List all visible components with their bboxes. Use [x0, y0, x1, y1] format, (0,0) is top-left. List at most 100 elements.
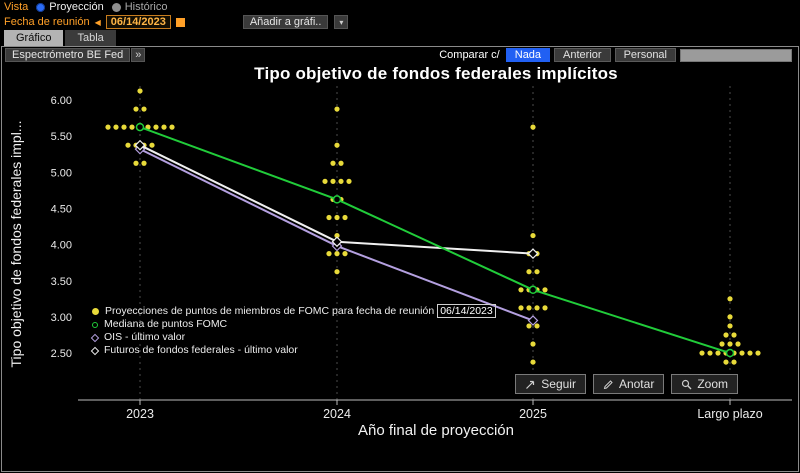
meeting-date-field[interactable]: 06/14/2023: [105, 15, 171, 29]
fomc-dot: [145, 124, 151, 130]
y-tick-label: 4.50: [51, 203, 72, 215]
fomc-dot: [342, 251, 348, 257]
legend-median-label: Mediana de puntos FOMC: [104, 318, 228, 330]
x-tick-label: 2023: [126, 407, 154, 421]
legend-item-ois: OIS - último valor: [90, 331, 496, 344]
fomc-dot: [105, 124, 111, 130]
fomc-dot: [723, 359, 729, 365]
x-axis-label: Año final de proyección: [358, 422, 514, 439]
view-option-historico[interactable]: Histórico: [111, 1, 167, 13]
compare-personal-button[interactable]: Personal: [614, 48, 676, 62]
series-marker: [332, 195, 342, 204]
fomc-dot: [334, 214, 340, 221]
series-marker: [725, 348, 735, 358]
fomc-dot: [719, 341, 725, 347]
chart-title: Tipo objetivo de fondos federales implíc…: [254, 64, 618, 83]
legend-ois-label: OIS - último valor: [104, 331, 186, 343]
fomc-dot-icon: [92, 308, 99, 315]
fomc-dot: [727, 323, 733, 329]
fomc-dot: [727, 341, 733, 347]
track-icon: [526, 380, 535, 389]
fomc-dot: [169, 124, 175, 130]
fomc-dot: [530, 341, 536, 347]
y-tick-label: 6.00: [51, 95, 72, 107]
fomc-dot: [326, 251, 332, 257]
fomc-dot: [133, 160, 139, 166]
legend-date-badge: 06/14/2023: [437, 304, 496, 318]
expand-icon[interactable]: »: [131, 48, 146, 62]
y-tick-label: 2.50: [51, 348, 72, 360]
series-marker: [331, 236, 343, 248]
radio-unselected-icon: [111, 2, 121, 12]
y-tick-label: 3.50: [51, 276, 72, 288]
fomc-dot: [534, 323, 540, 329]
series-marker: [528, 285, 538, 295]
chart-panel: [1, 46, 799, 472]
dot-plot-chart-area[interactable]: 2.50 3.00 3.50 4.00 4.50 5.00 5.50 6.00 2023 2024…: [0, 62, 800, 467]
view-row: Vista Proyección Histórico: [4, 0, 167, 14]
legend-item-dots: Proyecciones de puntos de miembros de FO…: [92, 304, 496, 318]
y-tick-label: 3.00: [51, 312, 72, 324]
view-tabs: Gráfico Tabla: [4, 30, 116, 46]
fomc-dot: [739, 350, 745, 356]
fomc-dot: [526, 269, 532, 275]
vista-label: Vista: [4, 1, 29, 13]
series-marker: [134, 139, 146, 151]
fomc-dot: [113, 124, 119, 130]
fomc-dot: [534, 305, 540, 311]
fomc-dot: [526, 323, 532, 329]
anotar-button[interactable]: Anotar: [592, 374, 665, 394]
pencil-icon: [603, 379, 613, 389]
series-marker: [527, 315, 539, 326]
fomc-dot: [334, 106, 340, 112]
anotar-label: Anotar: [618, 377, 655, 391]
fomc-dot: [755, 350, 761, 356]
fomc-dot: [334, 142, 340, 148]
fomc-dot: [542, 287, 548, 293]
fomc-dot: [338, 160, 344, 166]
legend-dots-prefix: Proyecciones de puntos de miembros de FO…: [105, 305, 435, 317]
calendar-icon[interactable]: [175, 17, 185, 27]
chevron-down-icon[interactable]: ▾: [334, 15, 349, 29]
fomc-dot: [338, 178, 344, 184]
fomc-dot: [149, 142, 155, 148]
fomc-dot: [346, 178, 352, 184]
add-to-chart-button[interactable]: Añadir a gráfi..: [242, 15, 329, 29]
seguir-button[interactable]: Seguir: [515, 374, 586, 394]
fomc-dot: [735, 341, 741, 347]
compare-nada-button[interactable]: Nada: [505, 48, 551, 62]
fecha-label: Fecha de reunión: [4, 16, 90, 28]
fomc-dot: [731, 332, 737, 338]
fomc-dot: [342, 214, 348, 221]
futures-diamond-icon: [90, 346, 100, 355]
fomc-dot: [334, 251, 340, 257]
magnifier-icon: [682, 379, 692, 389]
compare-custom-input[interactable]: [680, 48, 792, 62]
fomc-dot: [141, 106, 147, 112]
tab-grafico[interactable]: Gráfico: [4, 30, 64, 46]
zoom-button[interactable]: Zoom: [671, 374, 738, 394]
source-toolbar: Espectrómetro BE Fed »: [5, 48, 146, 62]
fomc-dot: [334, 269, 340, 275]
legend-futures-label: Futuros de fondos federales - último val…: [104, 344, 298, 356]
legend-dots-text: Proyecciones de puntos de miembros de FO…: [105, 304, 496, 318]
y-tick-label: 5.00: [51, 167, 72, 179]
compare-toolbar: Comparar c/ Nada Anterior Personal: [439, 48, 792, 62]
fomc-dot: [707, 350, 713, 356]
fomc-dot: [330, 178, 336, 184]
fomc-dot: [715, 350, 721, 356]
spectrometer-button[interactable]: Espectrómetro BE Fed: [5, 48, 131, 62]
fomc-dot: [153, 124, 159, 130]
ois-diamond-icon: [90, 333, 100, 342]
fomc-dot: [727, 296, 733, 302]
prev-meeting-button[interactable]: ◀: [94, 17, 101, 27]
seguir-label: Seguir: [541, 377, 576, 391]
fomc-dot: [137, 88, 143, 94]
view-option-proyeccion[interactable]: Proyección: [36, 1, 104, 13]
compare-anterior-button[interactable]: Anterior: [554, 48, 611, 62]
proyeccion-label: Proyección: [49, 1, 104, 13]
fomc-dot: [125, 142, 131, 148]
tab-tabla[interactable]: Tabla: [65, 30, 116, 46]
fomc-dot: [322, 178, 328, 184]
